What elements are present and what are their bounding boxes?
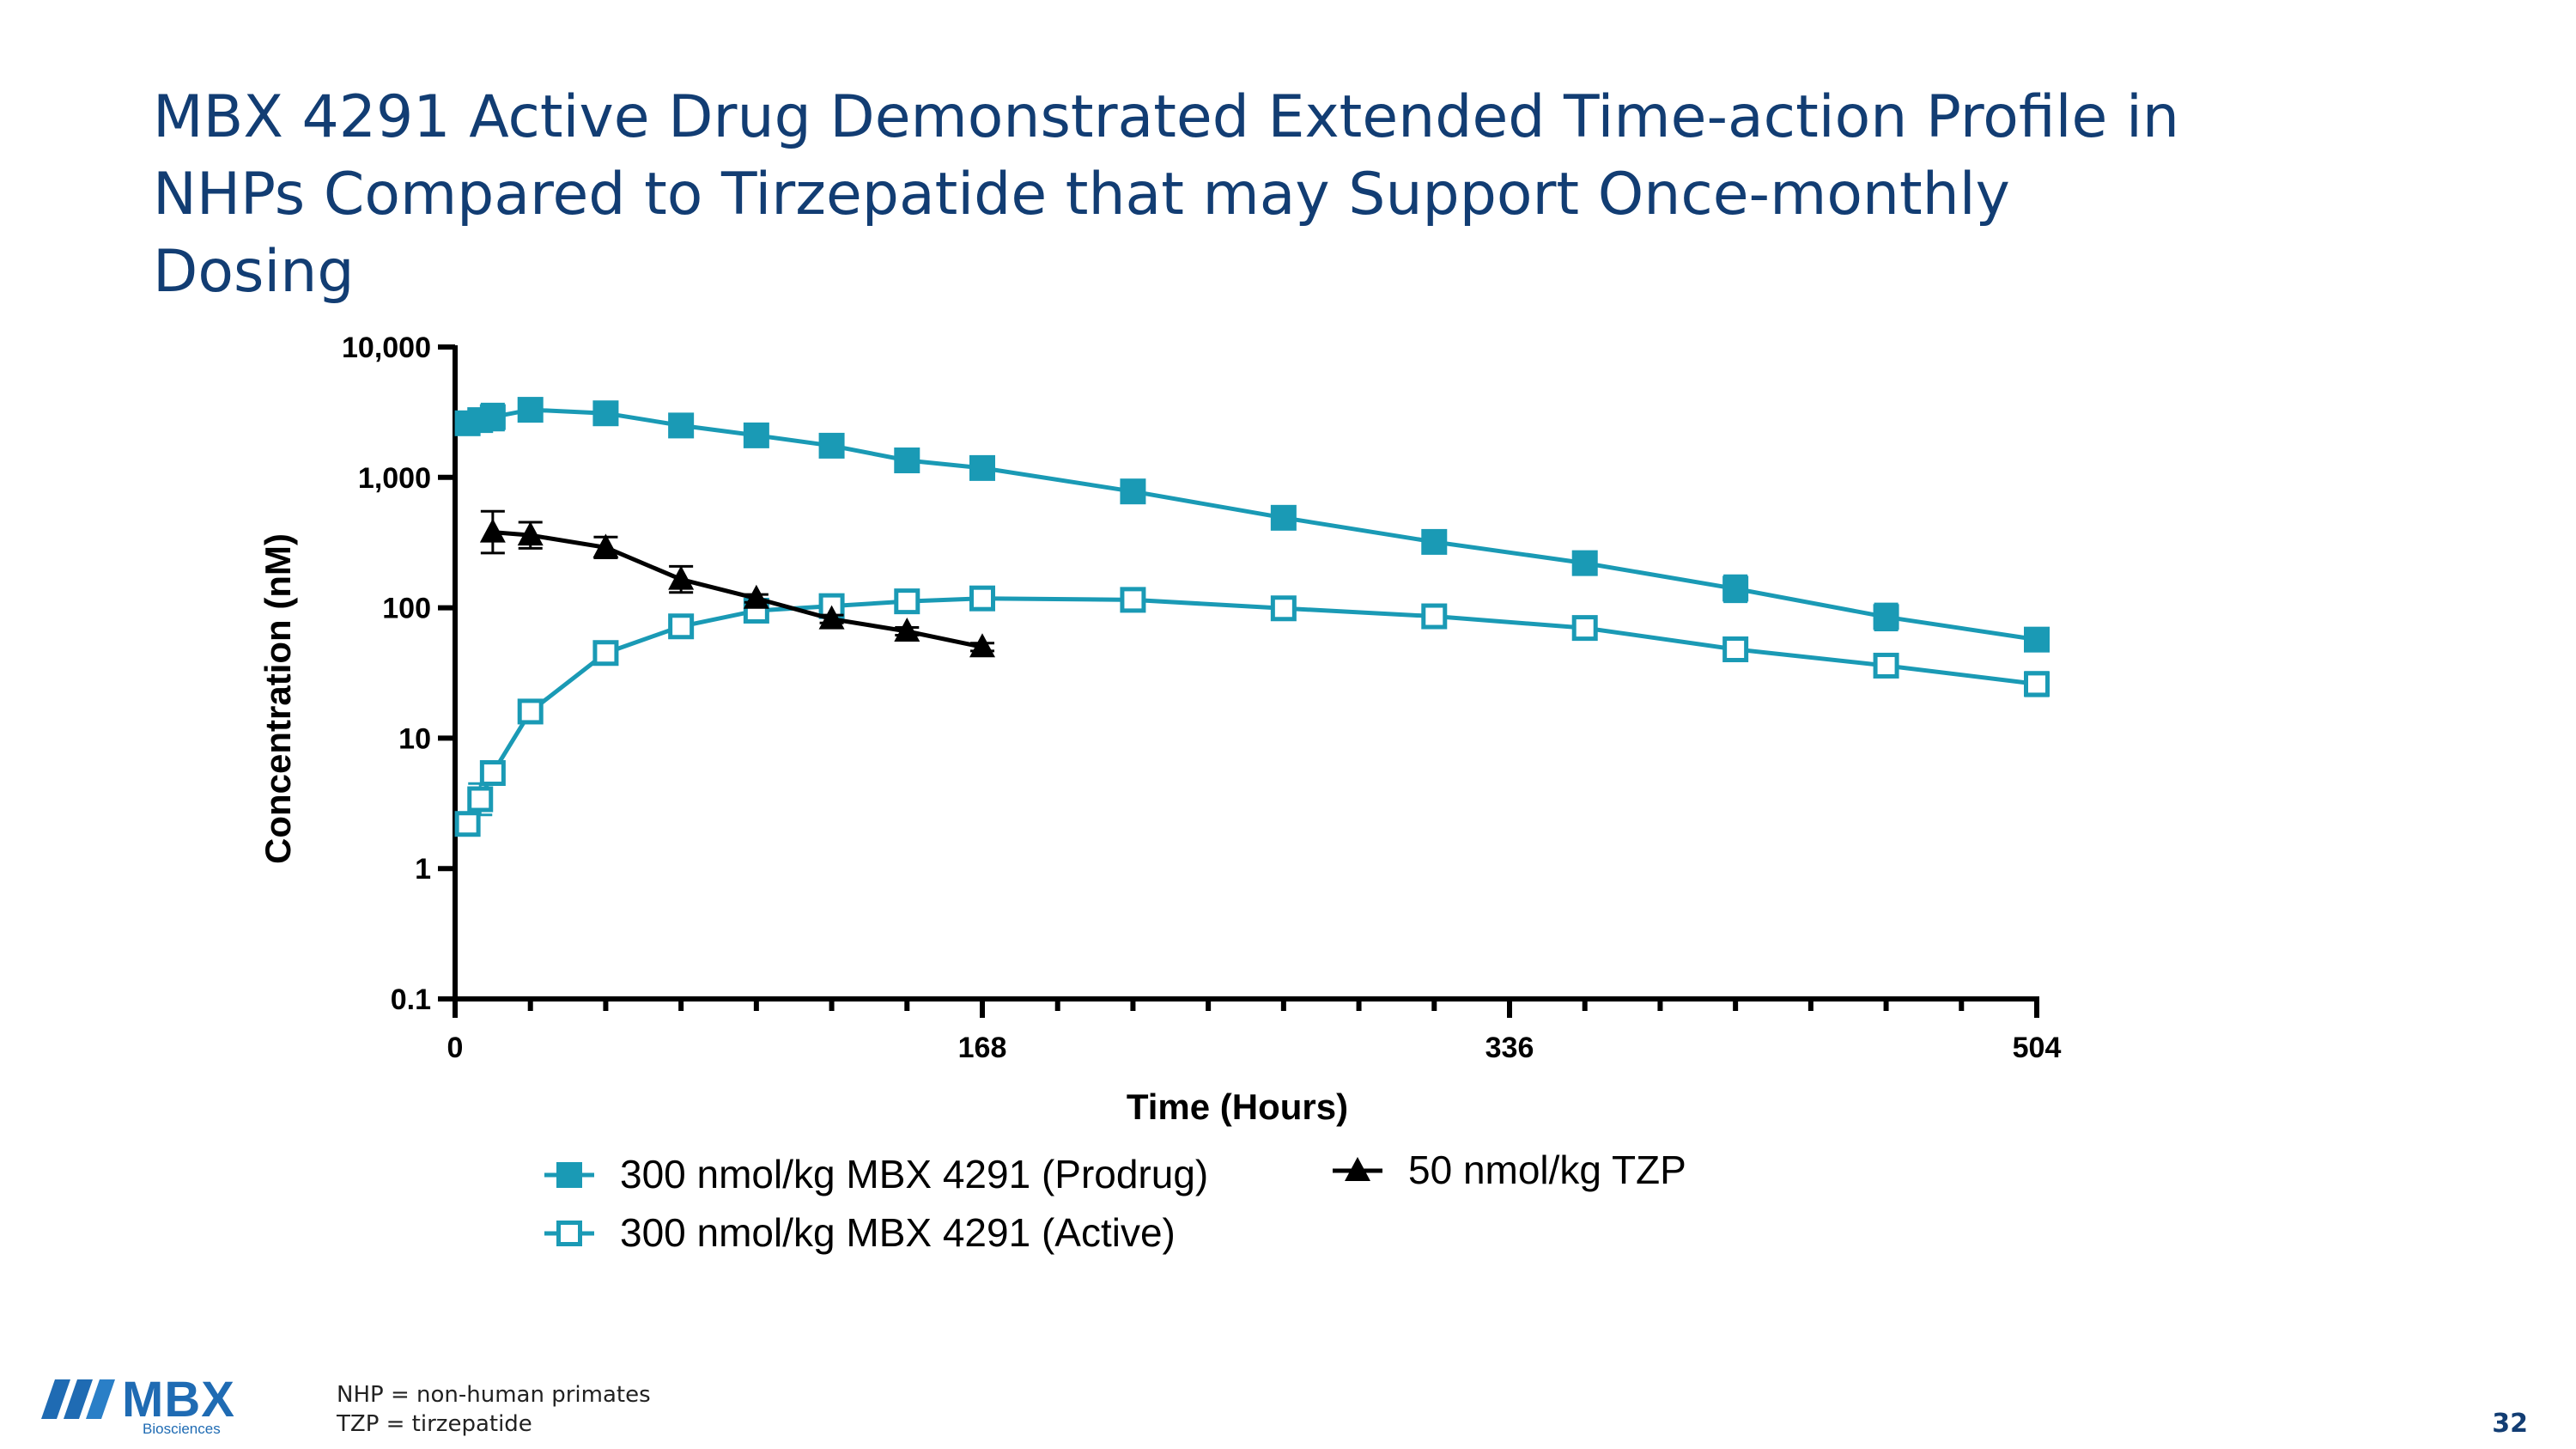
footnotes: NHP = non-human primates TZP = tirzepati… [337, 1380, 651, 1439]
data-point [969, 585, 995, 612]
data-point [1571, 615, 1598, 642]
data-point [818, 432, 845, 459]
data-point [2024, 626, 2050, 653]
data-point [592, 400, 619, 427]
y-axis-title: Concentration (nM) [258, 533, 298, 864]
slide-title-line: MBX 4291 Active Drug Demonstrated Extend… [153, 83, 2179, 151]
legend-label: 50 nmol/kg TZP [1408, 1148, 1686, 1192]
data-point [1421, 528, 1448, 555]
mbx-logo-icon [41, 1379, 115, 1419]
data-point [517, 521, 544, 546]
data-point [479, 518, 506, 543]
x-tick-label: 504 [2013, 1032, 2062, 1064]
series-line [465, 596, 2038, 825]
data-point [1120, 478, 1146, 505]
data-point [1873, 604, 1899, 630]
mbx-logo: MBX Biosciences [41, 1372, 247, 1437]
slide-title-line: NHPs Compared to Tirzepatide that may Su… [153, 161, 2010, 228]
series-3 [480, 509, 994, 653]
data-point [517, 397, 544, 423]
data-point [1421, 603, 1448, 630]
data-point [517, 698, 544, 725]
legend-swatch-marker [556, 1221, 582, 1246]
logo-wordmark: MBX [122, 1372, 235, 1428]
series-2 [455, 594, 2049, 836]
data-point [894, 588, 920, 615]
data-point [1120, 587, 1146, 613]
data-point [479, 404, 506, 430]
data-point [668, 565, 695, 590]
data-point [1873, 652, 1899, 679]
legend-label: 300 nmol/kg MBX 4291 (Prodrug) [620, 1152, 1208, 1196]
data-point [1270, 595, 1297, 622]
data-point [969, 454, 995, 481]
y-tick-label: 0.1 [391, 983, 431, 1016]
legend-swatch-marker [1345, 1157, 1370, 1181]
x-tick-label: 336 [1485, 1032, 1534, 1064]
footnote-nhp: NHP = non-human primates [337, 1382, 651, 1408]
data-point [668, 613, 695, 640]
y-tick-label: 10 [398, 722, 431, 755]
series-1 [455, 401, 2049, 652]
legend-label: 300 nmol/kg MBX 4291 (Active) [620, 1210, 1176, 1255]
slide-title-line: Dosing [153, 238, 355, 306]
logo-subtext: Biosciences [143, 1421, 221, 1437]
data-point [1270, 504, 1297, 531]
y-tick-label: 100 [382, 593, 431, 625]
data-point [969, 633, 995, 658]
data-point [2024, 671, 2050, 697]
data-point [1722, 575, 1749, 602]
slide-title: MBX 4291 Active Drug Demonstrated Extend… [153, 79, 2540, 311]
data-point [743, 584, 769, 609]
x-tick-label: 0 [447, 1032, 464, 1064]
legend-swatch-marker [556, 1162, 582, 1188]
x-axis-title: Time (Hours) [1127, 1087, 1348, 1127]
data-point [592, 533, 619, 558]
data-point [479, 760, 506, 787]
data-point [467, 786, 494, 813]
x-tick-label: 168 [958, 1032, 1007, 1064]
data-point [818, 605, 845, 630]
data-point [454, 811, 481, 837]
data-point [1571, 550, 1598, 576]
series-line [492, 530, 983, 649]
y-tick-label: 1,000 [358, 462, 431, 495]
data-point [743, 422, 769, 448]
page-number: 32 [2492, 1409, 2528, 1439]
data-point [668, 412, 695, 439]
data-point [894, 617, 920, 642]
data-point [592, 640, 619, 667]
footnote-tzp: TZP = tirzepatide [337, 1411, 532, 1437]
data-point [1722, 636, 1749, 662]
y-tick-label: 1 [415, 853, 431, 886]
data-point [894, 447, 920, 474]
y-tick-label: 10,000 [342, 332, 431, 364]
